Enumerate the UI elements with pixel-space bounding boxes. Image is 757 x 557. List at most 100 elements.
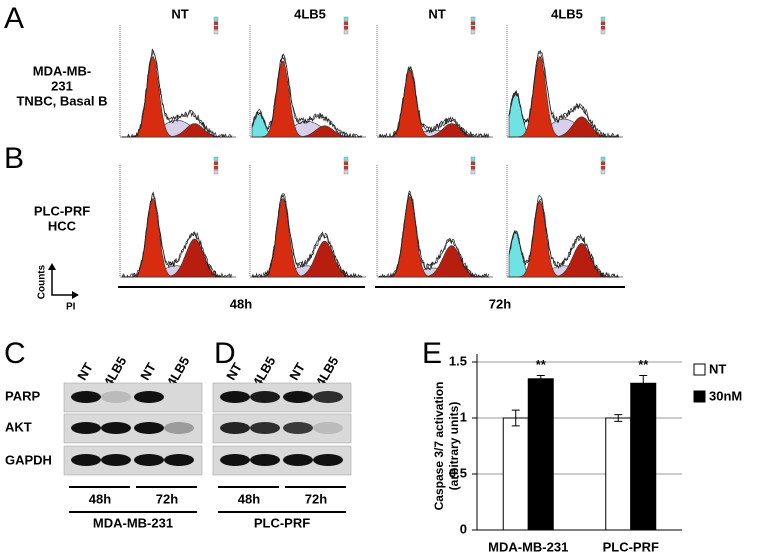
legend-swatch [213, 30, 219, 35]
blot-band [283, 391, 313, 403]
legend-swatch [470, 156, 476, 161]
label: 4LB5 [294, 6, 326, 21]
histogram-trace [251, 54, 362, 138]
blot-band [164, 454, 194, 466]
label: 72h [305, 491, 327, 506]
legend-swatch [343, 170, 349, 175]
error-bar [511, 409, 520, 427]
histogram-trace [121, 48, 232, 139]
label: NT [137, 360, 159, 383]
label: B [4, 142, 24, 175]
label: 72h [489, 296, 511, 311]
histogram-trace [508, 194, 619, 278]
bar [605, 417, 632, 531]
legend-swatch [600, 165, 606, 170]
legend-swatch [343, 30, 349, 35]
bar [502, 417, 529, 531]
legend-swatch [693, 363, 706, 376]
histogram-trace [251, 194, 363, 279]
error-bar [614, 414, 623, 422]
label: TNBC, Basal B [16, 93, 107, 108]
label: NT [74, 360, 96, 383]
x-tick-label: MDA-MB-231 [488, 539, 568, 554]
legend-swatch [470, 30, 476, 35]
label: PLC-PRF [254, 515, 310, 530]
label: 48h [230, 296, 252, 311]
annotation: ** [638, 357, 649, 372]
legend-swatch [343, 161, 349, 166]
legend-swatch [213, 161, 219, 166]
histogram-fit [252, 198, 362, 278]
blot-band [71, 391, 101, 403]
legend-swatch [213, 25, 219, 30]
label: Counts [37, 264, 48, 299]
blot-band [101, 454, 131, 466]
label: GAPDH [5, 452, 52, 467]
label: 4LB5 [551, 6, 583, 21]
label: MDA-MB- [33, 63, 91, 78]
y-axis-label: Caspase 3/7 activation [432, 382, 446, 511]
y-tick-label: 1 [460, 409, 467, 424]
label: 48h [238, 491, 260, 506]
label: MDA-MB-231 [93, 515, 173, 530]
legend-swatch [600, 21, 606, 26]
blot-band [250, 454, 280, 466]
label: AKT [5, 419, 32, 434]
blot-band [250, 422, 280, 434]
blot-band [134, 422, 164, 434]
y-tick-label: 0.5 [449, 465, 467, 480]
blot-band [313, 454, 343, 466]
legend-swatch [600, 170, 606, 175]
histogram-trace [251, 193, 363, 278]
legend-swatch [213, 21, 219, 26]
bar [630, 382, 657, 531]
axes-icon [51, 265, 76, 296]
blot-band [220, 422, 250, 434]
label: A [4, 2, 24, 35]
blot-band [313, 391, 343, 403]
legend-swatch [600, 156, 606, 161]
label: D [214, 337, 236, 370]
legend-swatch [343, 165, 349, 170]
blot-band [283, 454, 313, 466]
histogram-trace [508, 51, 620, 138]
legend-swatch [470, 25, 476, 30]
legend-label: NT [709, 361, 726, 376]
legend-swatch [343, 21, 349, 26]
blot-band [101, 391, 131, 403]
blot-band [220, 391, 250, 403]
legend-swatch [343, 25, 349, 30]
legend-swatch [470, 16, 476, 21]
y-tick-label: 0 [460, 521, 467, 536]
histogram-trace [378, 192, 490, 278]
label: NT [286, 360, 308, 383]
blot-band [313, 422, 343, 434]
x-tick-label: PLC-PRF [603, 539, 659, 554]
legend-swatch [213, 170, 219, 175]
histogram-trace [122, 49, 233, 138]
label: E [422, 337, 442, 370]
label: PI [66, 302, 76, 313]
y-tick-label: 1.5 [449, 353, 467, 368]
label: NT [428, 6, 445, 21]
legend-swatch [470, 170, 476, 175]
error-bar [536, 374, 545, 383]
legend-swatch [343, 156, 349, 161]
legend-swatch [600, 25, 606, 30]
blot-band [134, 454, 164, 466]
legend-swatch [470, 161, 476, 166]
legend-swatch [213, 16, 219, 21]
histogram-trace [122, 193, 233, 279]
legend-swatch [213, 165, 219, 170]
arrow [48, 263, 56, 270]
label: 72h [156, 491, 178, 506]
histogram-trace [508, 198, 619, 278]
histogram-fit [122, 198, 232, 278]
label: PLC-PRF [34, 203, 90, 218]
annotation: ** [536, 357, 547, 372]
blot-band [220, 454, 250, 466]
blot-band [101, 422, 131, 434]
label: 231 [51, 78, 73, 93]
label: PARP [5, 388, 40, 403]
histogram-trace [378, 66, 490, 139]
